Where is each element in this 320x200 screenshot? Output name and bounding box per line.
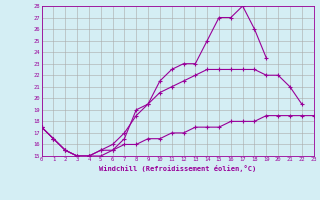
X-axis label: Windchill (Refroidissement éolien,°C): Windchill (Refroidissement éolien,°C) xyxy=(99,165,256,172)
